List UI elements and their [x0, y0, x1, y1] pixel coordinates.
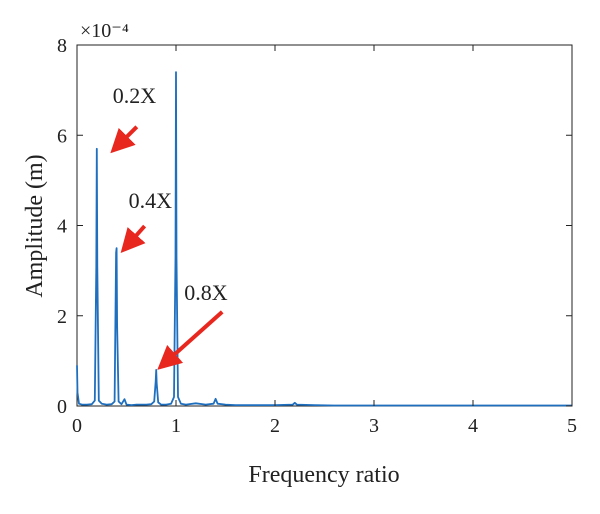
x-axis-title: Frequency ratio	[248, 462, 399, 488]
x-tick-label: 5	[567, 415, 577, 437]
annotation-arrow	[120, 224, 147, 254]
annotation-arrow	[110, 125, 139, 154]
y-tick-label: 2	[57, 306, 67, 328]
y-axis-title: Amplitude (m)	[22, 154, 48, 297]
peak-annotations: 0.2X 0.4X 0.8X	[110, 83, 228, 370]
annotation-label: 0.8X	[184, 280, 228, 305]
y-tick-label: 8	[57, 35, 67, 57]
y-tick-label: 0	[57, 396, 67, 418]
y-axis-ticks: 0 2 4 6 8	[57, 35, 572, 418]
x-tick-label: 1	[171, 415, 181, 437]
x-axis-ticks: 0 1 2 3 4 5	[72, 45, 577, 437]
annotation-label: 0.2X	[113, 83, 157, 108]
y-tick-label: 6	[57, 125, 67, 147]
amplitude-series-line	[76, 71, 572, 407]
y-tick-label: 4	[57, 216, 67, 238]
y-exponent-label: ×10⁻⁴	[80, 20, 129, 42]
x-tick-label: 4	[468, 415, 478, 437]
annotation-label: 0.4X	[129, 188, 173, 213]
annotation-arrow	[157, 310, 224, 370]
x-tick-label: 2	[270, 415, 280, 437]
x-tick-label: 3	[369, 415, 379, 437]
x-tick-label: 0	[72, 415, 82, 437]
